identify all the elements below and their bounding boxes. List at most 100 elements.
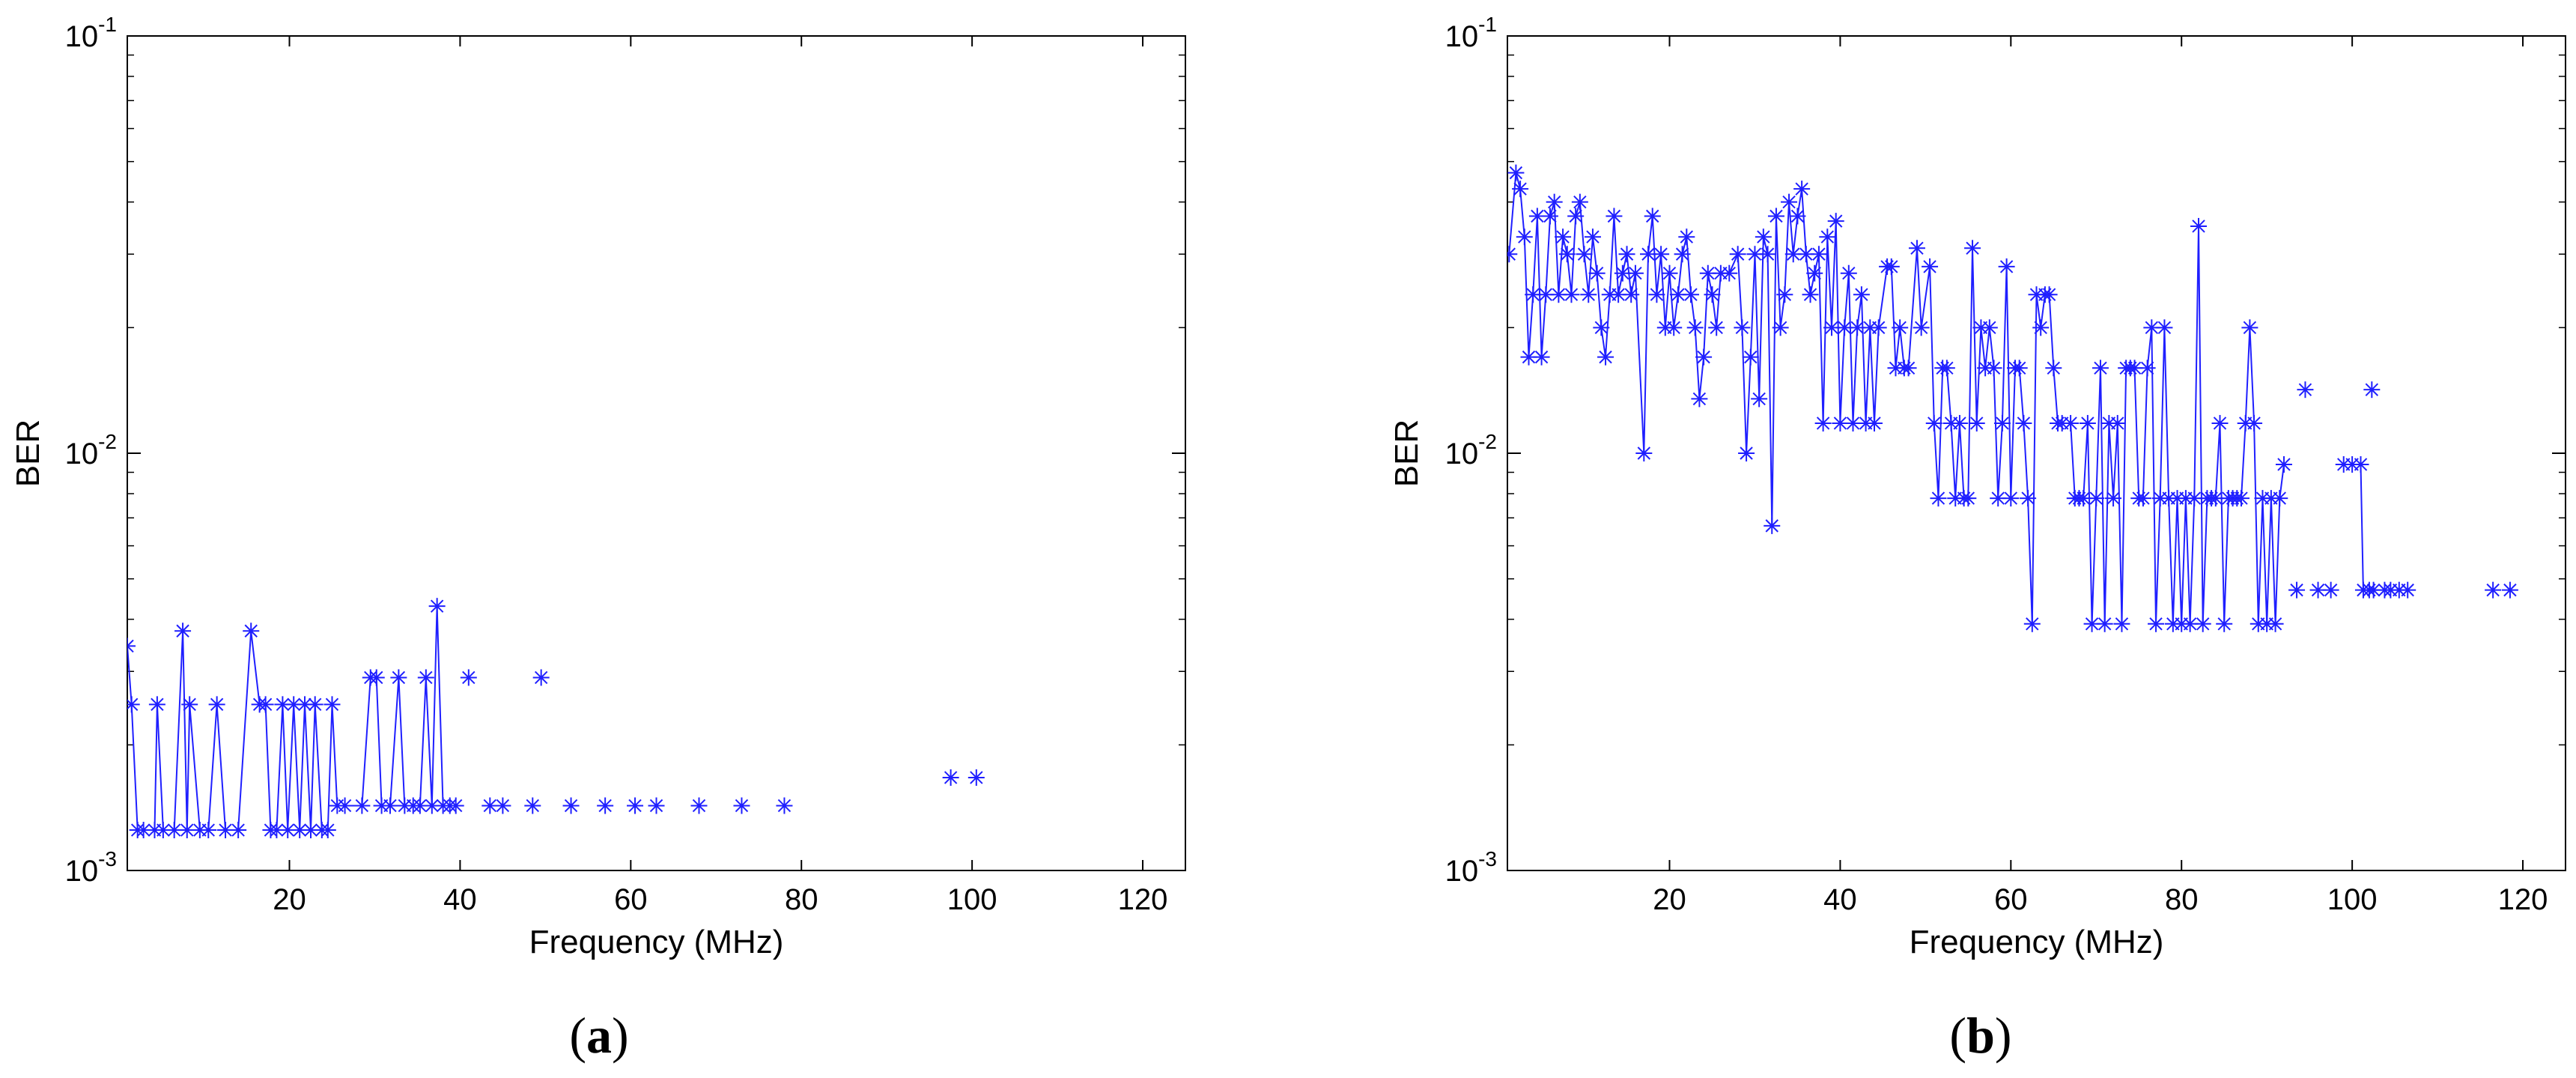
- marker-stroke: [1855, 288, 1868, 301]
- data-point: [411, 797, 428, 814]
- data-point: [1840, 264, 1857, 282]
- marker-stroke: [1577, 247, 1591, 261]
- marker-stroke: [2187, 491, 2202, 505]
- data-point: [967, 769, 985, 786]
- marker-stroke: [1914, 321, 1928, 335]
- marker-stroke: [1650, 288, 1664, 301]
- marker-stroke: [2004, 491, 2018, 505]
- marker-stroke: [2157, 321, 2172, 335]
- marker-stroke: [1816, 417, 1830, 430]
- marker-stroke: [338, 799, 352, 813]
- data-point: [2032, 319, 2050, 336]
- data-point: [1656, 319, 1674, 336]
- marker-stroke: [244, 624, 258, 638]
- marker-stroke: [1931, 491, 1945, 505]
- marker-stroke: [1966, 241, 1979, 255]
- marker-stroke: [1543, 209, 1557, 223]
- data-point: [2271, 490, 2288, 507]
- data-point: [127, 638, 136, 655]
- x-tick-label: 120: [2498, 883, 2548, 916]
- panel-caption-a: (a): [569, 1007, 628, 1064]
- data-point: [1814, 414, 1832, 431]
- data-point: [1968, 414, 1985, 431]
- marker-stroke: [628, 799, 642, 813]
- data-point: [1558, 246, 1576, 263]
- data-point: [2015, 414, 2032, 431]
- marker-stroke: [2268, 617, 2282, 631]
- data-point: [1678, 228, 1695, 246]
- data-point: [1960, 490, 1977, 507]
- marker-stroke: [1871, 321, 1886, 335]
- data-point: [1541, 208, 1558, 225]
- marker-stroke: [1616, 267, 1629, 280]
- marker-stroke: [1646, 209, 1659, 223]
- marker-stroke: [2106, 491, 2120, 505]
- y-tick-label: 10-1: [65, 13, 117, 53]
- data-point: [1776, 286, 1793, 303]
- x-tick-label: 120: [1118, 883, 1168, 916]
- marker-stroke: [2183, 617, 2197, 631]
- data-point: [2485, 581, 2502, 599]
- marker-stroke: [1531, 209, 1544, 223]
- marker-stroke: [1761, 247, 1775, 261]
- data-point: [1533, 348, 1550, 366]
- data-point: [181, 696, 198, 713]
- data-point: [1644, 208, 1661, 225]
- marker-stroke: [304, 823, 318, 837]
- data-point: [306, 696, 323, 713]
- marker-stroke: [1999, 260, 2014, 273]
- marker-stroke: [281, 823, 294, 837]
- data-point: [2322, 581, 2339, 599]
- marker-stroke: [127, 697, 139, 710]
- data-point: [2399, 581, 2416, 599]
- data-point: [524, 797, 541, 814]
- data-point: [1665, 319, 1683, 336]
- marker-stroke: [2324, 583, 2338, 597]
- marker-stroke: [649, 799, 663, 813]
- marker-stroke: [2021, 491, 2035, 505]
- series-segment-line: [2343, 464, 2374, 591]
- data-point: [174, 623, 192, 640]
- marker-stroke: [1803, 288, 1817, 301]
- marker-stroke: [2094, 361, 2107, 375]
- data-point: [2241, 319, 2258, 336]
- data-point: [2156, 319, 2173, 336]
- series-line: [127, 606, 450, 831]
- marker-stroke: [1552, 288, 1566, 301]
- data-point: [1985, 360, 2002, 377]
- marker-stroke: [2111, 417, 2124, 430]
- marker-stroke: [1692, 392, 1707, 406]
- data-point: [368, 669, 385, 686]
- data-point: [1597, 348, 1614, 366]
- marker-stroke: [1701, 267, 1715, 280]
- x-tick-label: 40: [1823, 883, 1857, 916]
- data-point: [733, 797, 750, 814]
- x-tick-label: 20: [273, 883, 306, 916]
- marker-stroke: [355, 799, 369, 813]
- marker-stroke: [293, 823, 306, 837]
- data-point: [2062, 414, 2080, 431]
- marker-stroke: [1675, 247, 1689, 261]
- marker-stroke: [383, 799, 397, 813]
- data-point: [2113, 615, 2130, 632]
- marker-stroke: [1594, 321, 1609, 335]
- marker-stroke: [526, 799, 539, 813]
- data-point: [648, 797, 665, 814]
- marker-stroke: [944, 771, 958, 784]
- data-point: [2194, 615, 2211, 632]
- marker-stroke: [430, 599, 444, 613]
- marker-stroke: [1539, 288, 1552, 301]
- marker-stroke: [413, 799, 427, 813]
- data-point: [1567, 208, 1585, 225]
- data-point: [1764, 517, 1781, 534]
- marker-stroke: [1569, 209, 1582, 223]
- data-point: [2083, 615, 2100, 632]
- data-point: [2267, 615, 2284, 632]
- marker-stroke: [287, 697, 300, 712]
- data-point: [1546, 193, 1563, 211]
- marker-stroke: [1846, 417, 1860, 430]
- data-point: [1704, 286, 1721, 303]
- data-point: [2232, 490, 2250, 507]
- marker-stroke: [1833, 417, 1847, 430]
- data-point: [2020, 490, 2037, 507]
